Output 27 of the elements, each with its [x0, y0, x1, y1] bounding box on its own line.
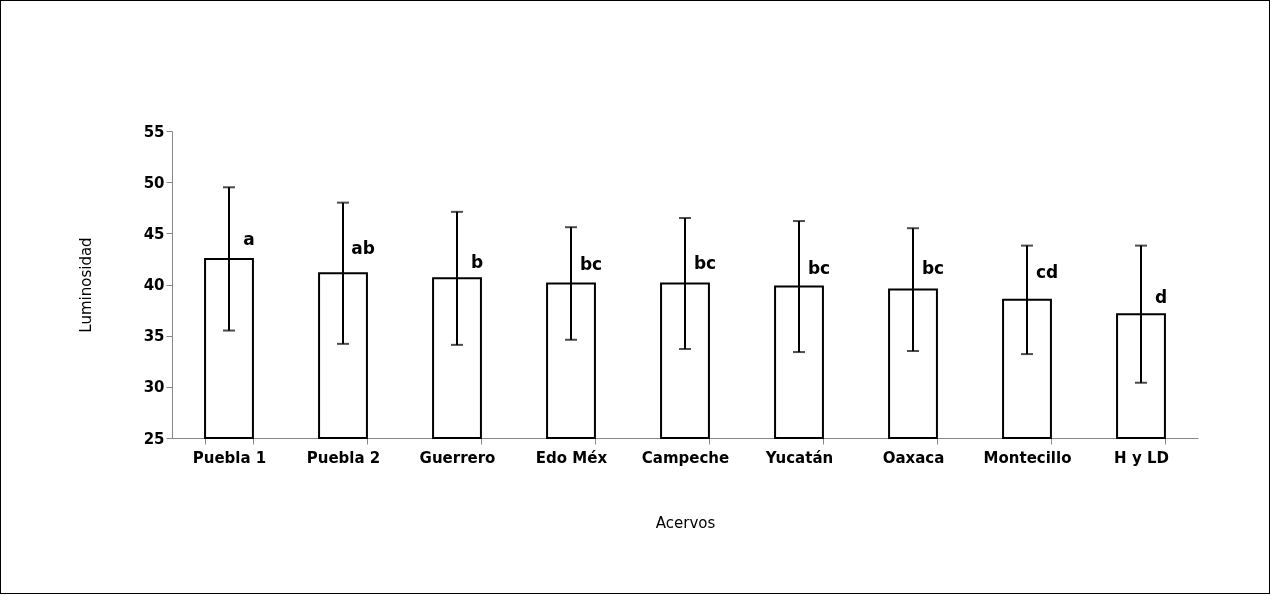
annotation: bc	[693, 253, 717, 274]
x-tick-label: Puebla 1	[192, 448, 267, 467]
y-tick-label: 40	[143, 276, 165, 294]
x-tick-label: Montecillo	[983, 448, 1072, 467]
annotation: b	[470, 252, 484, 273]
x-tick-label: Puebla 2	[306, 448, 381, 467]
annotation: bc	[579, 254, 603, 275]
annotation: a	[243, 229, 255, 250]
y-tick-label: 25	[143, 429, 165, 448]
annotation: bc	[921, 258, 945, 279]
y-axis-title: Luminosidad	[76, 237, 95, 333]
annotation: bc	[807, 258, 831, 279]
annotation: ab	[351, 237, 375, 258]
x-tick-label: Guerrero	[419, 448, 496, 467]
x-tick-label: H y LD	[1114, 448, 1169, 467]
y-tick-label: 45	[143, 224, 165, 243]
y-tick-label: 35	[143, 327, 165, 346]
annotation: d	[1154, 286, 1168, 307]
x-axis-title: Acervos	[655, 513, 716, 532]
x-tick-label: Oaxaca	[882, 448, 945, 467]
x-tick-label: Campeche	[641, 448, 730, 467]
x-tick-label: Yucatán	[764, 448, 834, 467]
y-tick-label: 30	[143, 378, 165, 397]
y-tick-label: 55	[143, 122, 165, 141]
x-tick-label: Edo Méx	[535, 448, 608, 467]
y-tick-label: 50	[143, 173, 165, 192]
annotation: cd	[1035, 262, 1059, 283]
